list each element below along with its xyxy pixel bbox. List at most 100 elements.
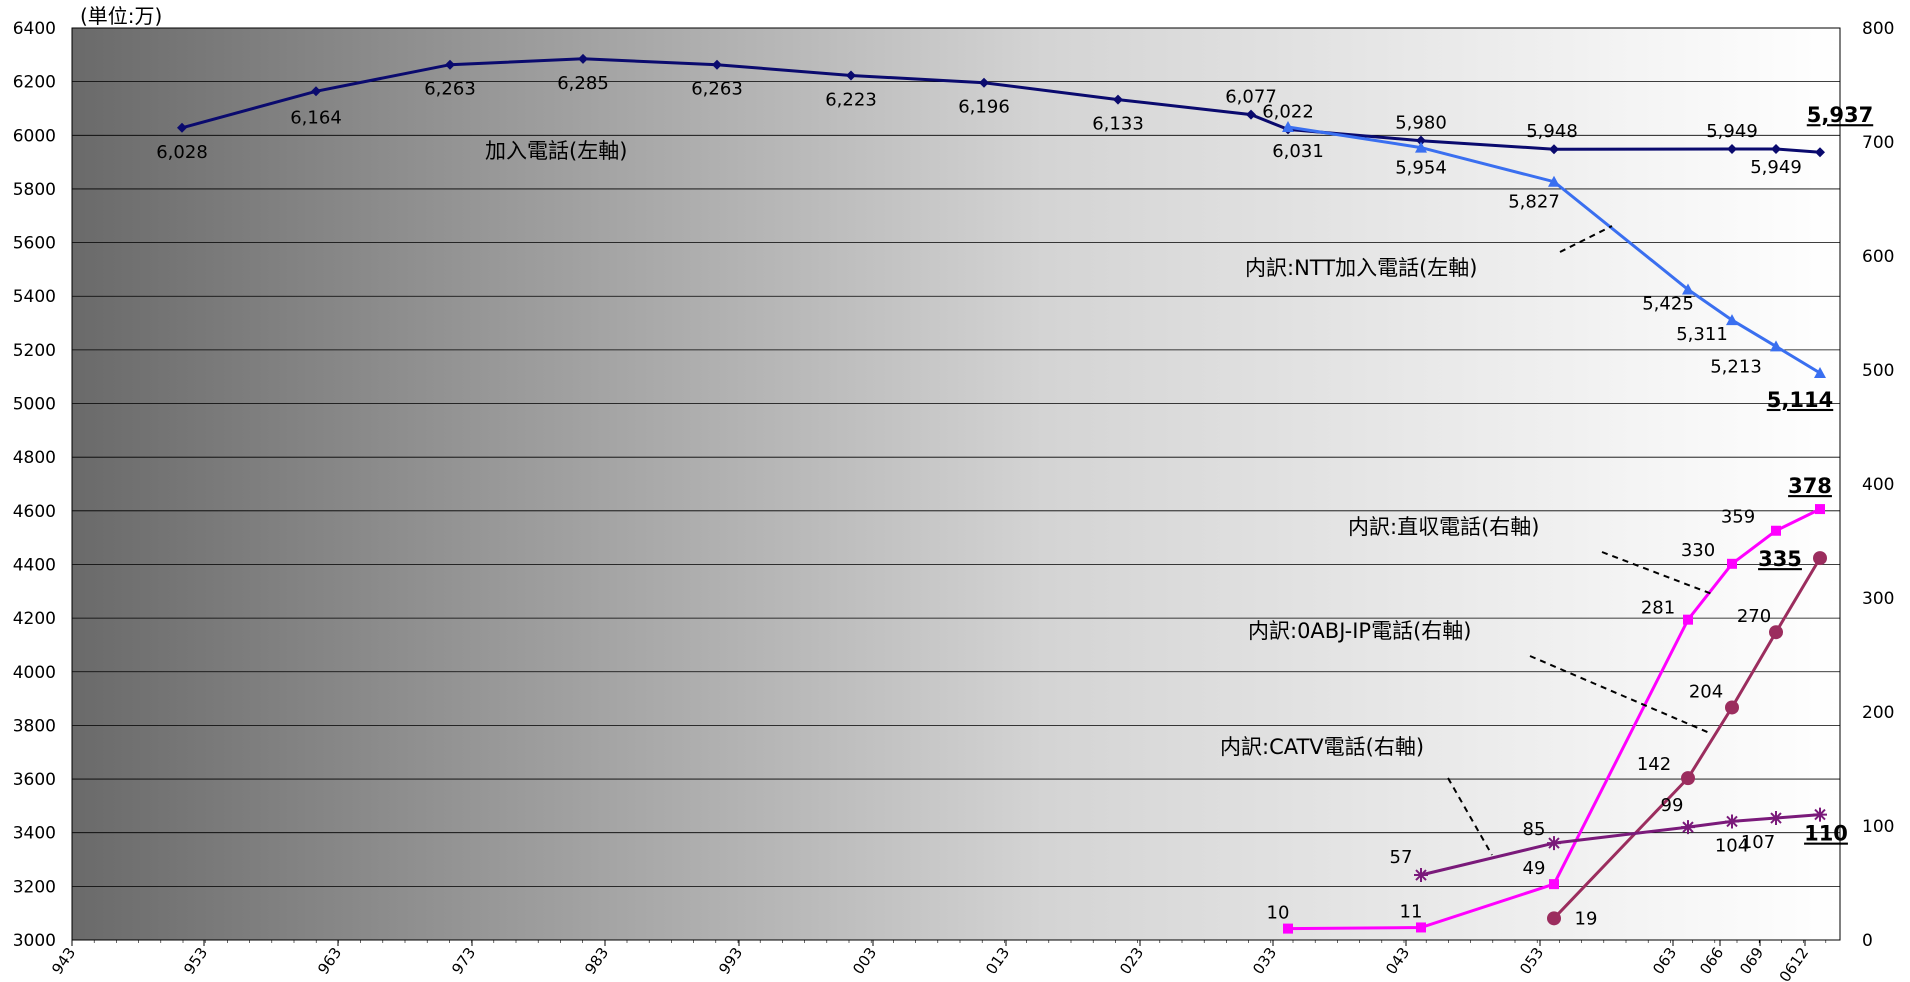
diamond-marker [1771, 143, 1781, 154]
square-marker [1815, 504, 1825, 515]
data-label: 142 [1637, 754, 1671, 775]
plot-area [71, 27, 1841, 941]
triangle-marker [1726, 314, 1738, 326]
data-label: 281 [1641, 598, 1675, 619]
circle-marker [1725, 700, 1739, 715]
triangle-marker [1282, 120, 1294, 132]
data-label: 5,954 [1395, 158, 1447, 179]
square-marker [1683, 614, 1693, 625]
diamond-marker [177, 122, 187, 133]
diamond-marker [1549, 144, 1559, 155]
data-label: 99 [1661, 795, 1684, 816]
diamond-marker [979, 77, 989, 88]
square-marker [1283, 923, 1293, 934]
diamond-marker [1246, 109, 1256, 120]
left-tick-label: 3600 [13, 770, 56, 790]
diamond-marker [712, 59, 722, 70]
data-labels: 6,028 6,164 6,263 6,285 6,263 6,223 6,196 6,133… [156, 73, 1873, 929]
data-label: 6,028 [156, 142, 208, 163]
left-tick-label: 5400 [13, 287, 56, 307]
x-tick-label: 023 [1116, 944, 1147, 978]
x-tick-label: 983 [581, 944, 612, 978]
data-label: 6,196 [958, 97, 1010, 118]
star-marker [1813, 807, 1827, 822]
annotation-ip-phone: 内訳:0ABJ-IP電話(右軸) [1248, 619, 1471, 643]
left-tick-label: 5600 [13, 234, 56, 254]
left-tick-label: 6000 [13, 126, 56, 146]
right-tick-label: 800 [1862, 19, 1894, 39]
x-tick-label: 063 [1649, 944, 1680, 978]
star-marker [1414, 868, 1428, 883]
x-tick-label: 013 [982, 944, 1013, 978]
right-axis-ticks: 0 100 200 300 400 500 600 700 800 [1862, 19, 1894, 951]
left-tick-label: 4000 [13, 663, 56, 683]
star-marker [1725, 814, 1739, 829]
right-tick-label: 100 [1862, 817, 1894, 837]
diamond-marker [578, 53, 588, 64]
data-label: 6,285 [557, 73, 609, 94]
diamond-marker [1113, 94, 1123, 105]
data-label: 5,949 [1706, 121, 1758, 142]
right-tick-label: 0 [1862, 931, 1873, 951]
left-tick-label: 3800 [13, 716, 56, 736]
series-group [177, 53, 1827, 934]
triangle-marker [1682, 283, 1694, 295]
right-tick-label: 500 [1862, 361, 1894, 381]
left-axis-ticks: 3000 3200 3400 3600 3800 4000 4200 4400 4600 4800… [13, 19, 56, 951]
annotation-leader [1601, 551, 1713, 595]
annotation-direct: 内訳:直収電話(右軸) [1348, 515, 1539, 539]
left-tick-label: 3000 [13, 931, 56, 951]
right-tick-label: 200 [1862, 703, 1894, 723]
annotation-ntt: 内訳:NTT加入電話(左軸) [1245, 256, 1477, 280]
circle-marker [1813, 551, 1827, 566]
x-tick-label: 953 [180, 944, 211, 978]
data-label: 6,077 [1225, 87, 1277, 108]
left-tick-label: 4800 [13, 448, 56, 468]
square-marker [1771, 525, 1781, 536]
star-marker [1681, 820, 1695, 835]
data-label: 6,263 [691, 79, 743, 100]
right-tick-label: 600 [1862, 247, 1894, 267]
x-tick-label: 043 [1382, 944, 1413, 978]
left-tick-label: 6200 [13, 73, 56, 93]
square-marker [1416, 922, 1426, 933]
catv-line [1420, 813, 1821, 877]
left-tick-label: 5200 [13, 341, 56, 361]
x-tick-label: 973 [448, 944, 479, 978]
annotation-catv: 内訳:CATV電話(右軸) [1220, 735, 1424, 759]
data-label: 10 [1267, 903, 1290, 924]
annotations: 加入電話(左軸) 内訳:NTT加入電話(左軸) 内訳:直収電話(右軸) 内訳:0ABJ… [485, 139, 1713, 856]
left-tick-label: 5000 [13, 395, 56, 415]
circle-marker [1547, 911, 1561, 926]
left-tick-label: 4200 [13, 609, 56, 629]
data-label: 5,949 [1750, 157, 1802, 178]
triangle-marker [1548, 175, 1560, 187]
left-tick-label: 3400 [13, 824, 56, 844]
data-label: 6,133 [1092, 114, 1144, 135]
square-marker [1727, 558, 1737, 569]
data-label: 11 [1400, 901, 1423, 922]
unit-label: (単位:万) [80, 4, 162, 28]
data-label: 57 [1390, 847, 1413, 868]
left-tick-label: 3200 [13, 877, 56, 897]
data-label: 359 [1721, 507, 1755, 528]
triangle-marker [1770, 340, 1782, 352]
diamond-marker [1815, 147, 1825, 158]
data-label: 5,213 [1710, 356, 1762, 377]
diamond-marker [1727, 143, 1737, 154]
data-label: 335 [1758, 547, 1802, 571]
square-marker [1549, 879, 1559, 890]
data-label: 5,827 [1508, 192, 1560, 213]
data-label: 378 [1788, 474, 1832, 498]
x-tick-label: 003 [849, 944, 880, 978]
data-label: 5,311 [1676, 324, 1728, 345]
data-label: 5,937 [1807, 103, 1873, 127]
data-label: 6,164 [290, 107, 342, 128]
x-axis-ticks: 943 953 963 973 983 993 003 013 023 033 043 053 063 0… [48, 940, 1827, 982]
star-marker [1547, 836, 1561, 851]
star-marker [1769, 811, 1783, 826]
data-label: 5,980 [1395, 113, 1447, 134]
data-label: 49 [1523, 858, 1546, 879]
left-tick-label: 4400 [13, 555, 56, 575]
